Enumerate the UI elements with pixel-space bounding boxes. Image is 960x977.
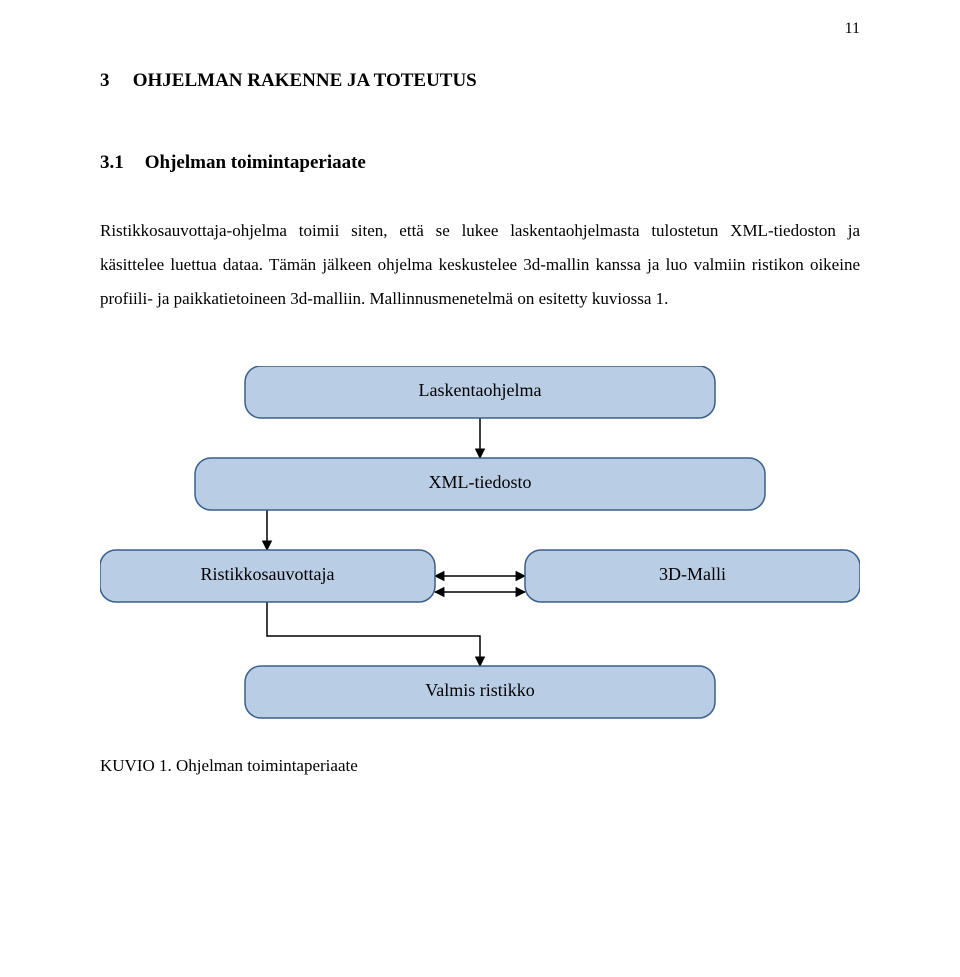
heading-1: 3 OHJELMAN RAKENNE JA TOTEUTUS: [100, 70, 860, 92]
svg-text:3D-Malli: 3D-Malli: [659, 564, 726, 584]
heading-1-text: OHJELMAN RAKENNE JA TOTEUTUS: [133, 70, 477, 91]
heading-1-num: 3: [100, 70, 128, 92]
figure-caption: KUVIO 1. Ohjelman toimintaperiaate: [100, 756, 860, 776]
svg-text:Valmis ristikko: Valmis ristikko: [425, 680, 535, 700]
paragraph: Ristikkosauvottaja-ohjelma toimii siten,…: [100, 214, 860, 316]
svg-text:Ristikkosauvottaja: Ristikkosauvottaja: [201, 564, 335, 584]
flowchart: Laskentaohjelma XML-tiedosto Ristikkosauvo…: [100, 366, 860, 726]
heading-2-num: 3.1: [100, 152, 140, 174]
svg-text:Laskentaohjelma: Laskentaohjelma: [419, 380, 542, 400]
page-number: 11: [845, 20, 860, 38]
svg-text:XML-tiedosto: XML-tiedosto: [429, 472, 532, 492]
heading-2-text: Ohjelman toimintaperiaate: [145, 152, 366, 173]
heading-2: 3.1 Ohjelman toimintaperiaate: [100, 152, 860, 174]
